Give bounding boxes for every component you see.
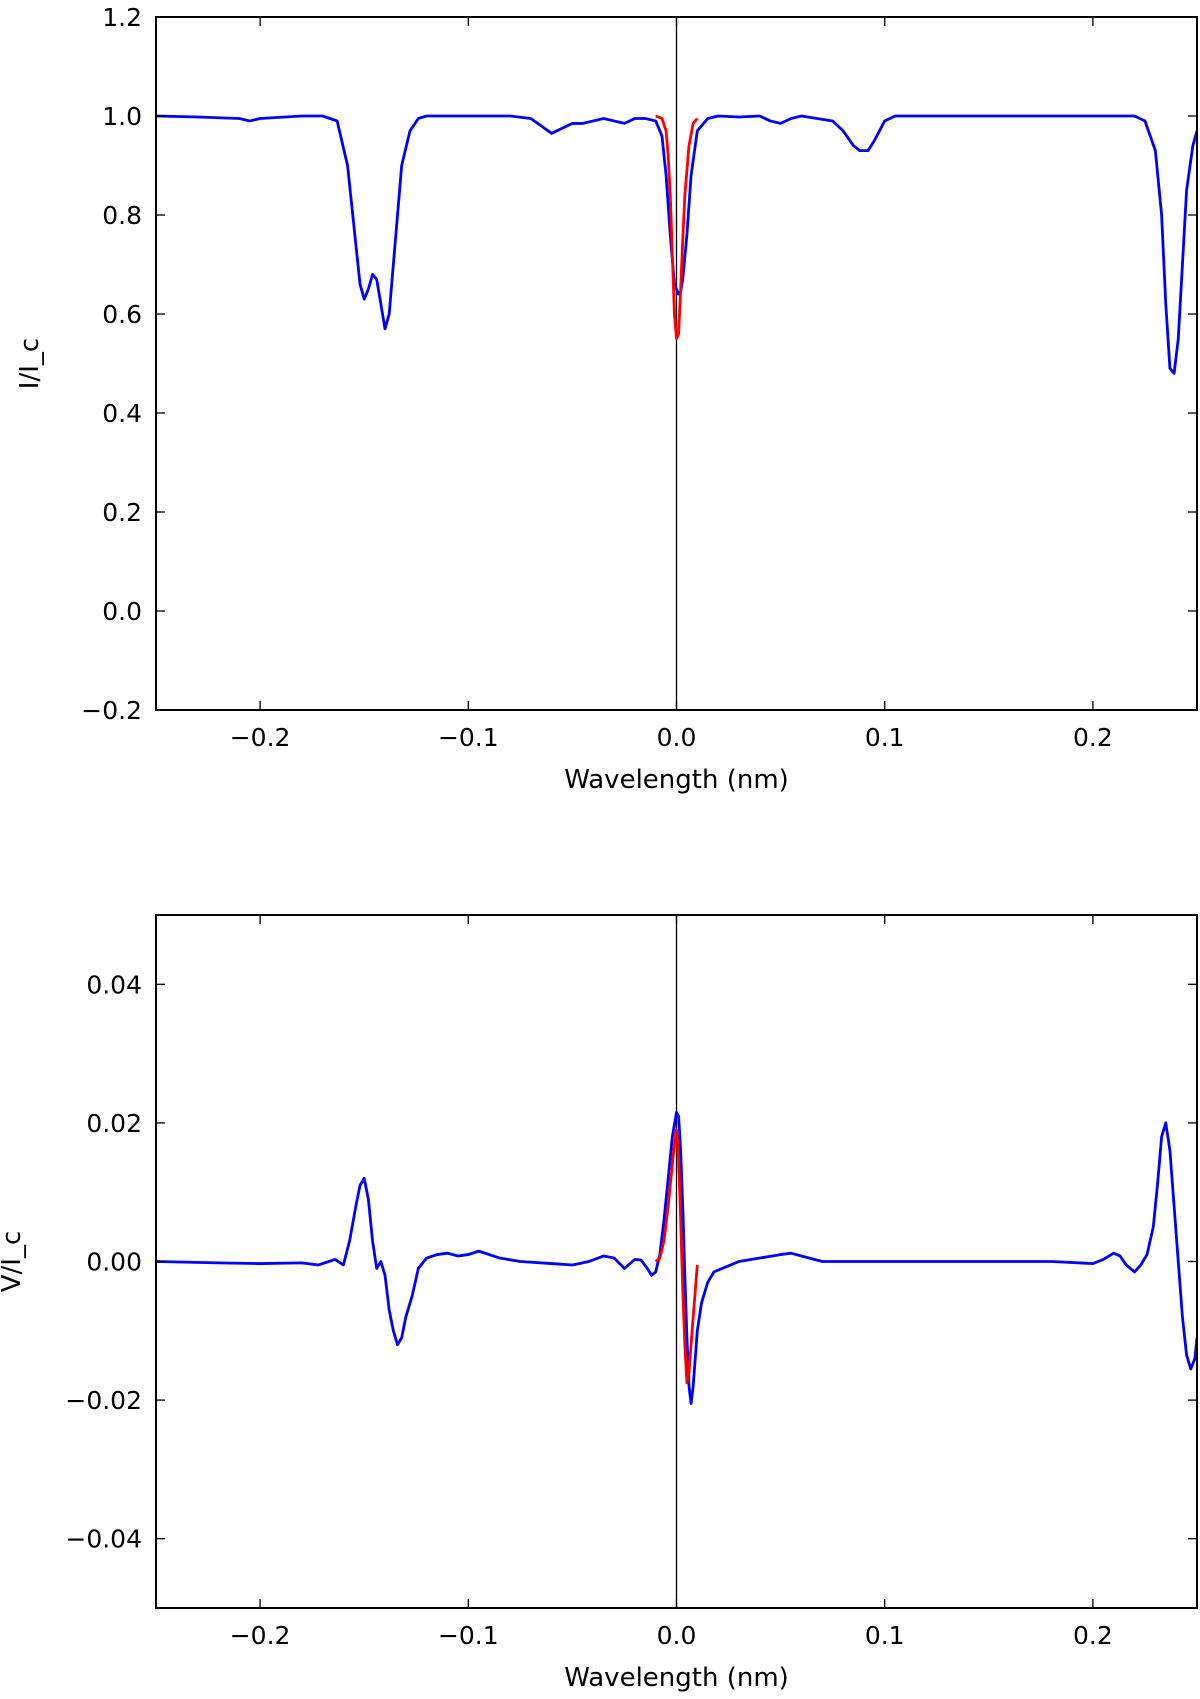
y-tick-label: 0.8: [102, 201, 142, 230]
x-tick-label: −0.1: [438, 1621, 499, 1650]
y-tick-label: 1.0: [102, 102, 142, 131]
x-tick-label: 0.2: [1073, 1621, 1113, 1650]
red-series-line: [655, 114, 699, 341]
y-tick-label: 0.4: [102, 399, 142, 428]
y-tick-label: 0.00: [86, 1248, 142, 1277]
y-tick-label: 0.02: [86, 1109, 142, 1138]
x-tick-label: 0.1: [865, 723, 905, 752]
y-axis-label: V/I_c: [0, 1231, 27, 1293]
x-tick-label: 0.0: [657, 1621, 697, 1650]
y-axis-label: I/I_c: [15, 338, 45, 389]
plot-frame: [155, 914, 1198, 1609]
chart-panel-1: −0.2 −0.1 0.0 0.1 0.2 −0.2 0.0 0.2 0.4 0.6 0.8 1.0 1…: [15, 3, 1198, 795]
blue-series-line: [156, 1111, 1197, 1405]
x-axis-label: Wavelength (nm): [564, 765, 789, 795]
y-tick-label: −0.2: [81, 696, 142, 725]
y-tick-label: 0.2: [102, 498, 142, 527]
x-tick-label: −0.2: [230, 1621, 291, 1650]
red-series-line: [654, 1128, 699, 1385]
x-tick-label: −0.2: [230, 723, 291, 752]
chart-panel-2: −0.2 −0.1 0.0 0.1 0.2 −0.04 −0.02 0.00 0.02 0.04 W…: [0, 914, 1198, 1693]
y-tick-label: −0.04: [65, 1525, 142, 1554]
y-tick-label: −0.02: [65, 1386, 142, 1415]
x-tick-label: 0.0: [657, 723, 697, 752]
blue-series-line: [156, 114, 1197, 375]
y-tick-label: 0.04: [86, 970, 142, 999]
x-tick-label: 0.2: [1073, 723, 1113, 752]
x-tick-label: −0.1: [438, 723, 499, 752]
x-tick-label: 0.1: [865, 1621, 905, 1650]
y-tick-label: 0.6: [102, 300, 142, 329]
plot-frame: [155, 16, 1198, 711]
x-axis-label: Wavelength (nm): [564, 1663, 789, 1693]
y-tick-label: 0.0: [102, 597, 142, 626]
y-tick-label: 1.2: [102, 3, 142, 32]
